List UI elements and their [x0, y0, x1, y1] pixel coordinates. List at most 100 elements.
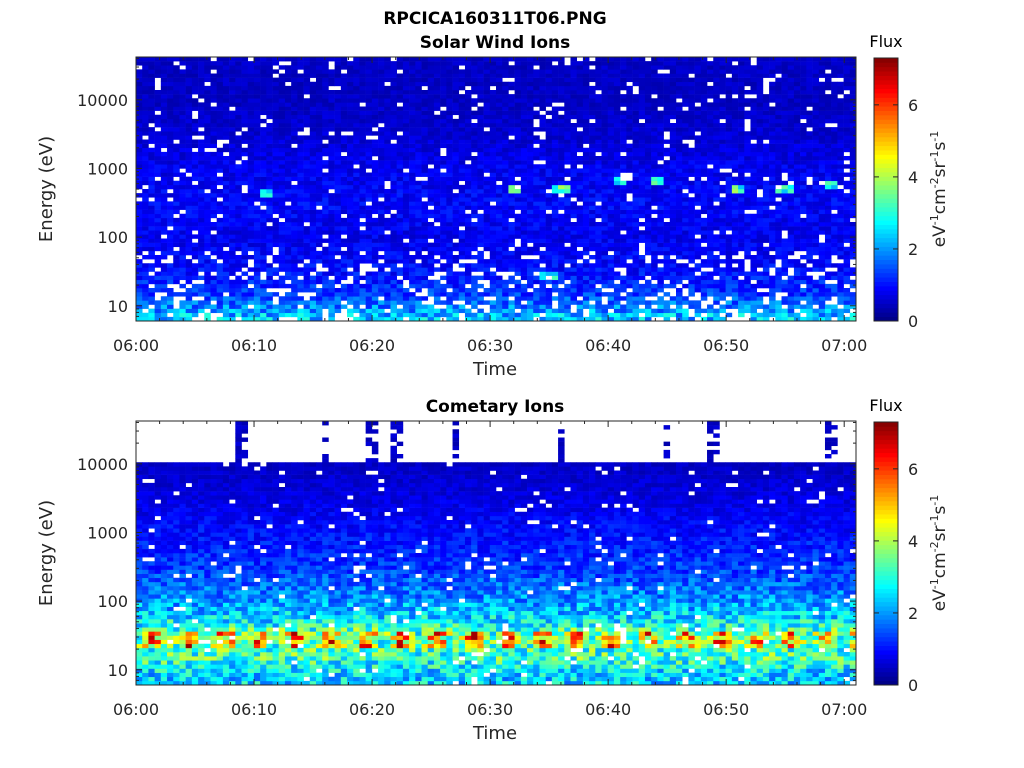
- heatmap-cell: [607, 193, 615, 198]
- heatmap-cell: [440, 81, 447, 87]
- heatmap-cell: [247, 85, 255, 91]
- heatmap-cell: [347, 110, 354, 116]
- heatmap-cell: [216, 118, 224, 124]
- heatmap-cell: [142, 77, 149, 83]
- heatmap-cell: [520, 259, 528, 264]
- heatmap-cell: [247, 267, 255, 272]
- heatmap-cell: [551, 77, 559, 83]
- heatmap-cell: [142, 94, 149, 99]
- heatmap-cell: [384, 238, 391, 243]
- heatmap-cell: [378, 193, 385, 198]
- heatmap-cell: [204, 255, 211, 260]
- heatmap-cell: [309, 156, 317, 161]
- heatmap-cell: [167, 164, 174, 169]
- heatmap-cell: [297, 61, 304, 66]
- heatmap-cell: [496, 61, 503, 66]
- heatmap-cell: [191, 85, 199, 91]
- heatmap-cell: [607, 242, 615, 248]
- heatmap-cell: [253, 168, 261, 173]
- heatmap-cell: [384, 106, 391, 111]
- heatmap-cell: [533, 267, 540, 272]
- heatmap-cell: [216, 168, 224, 173]
- heatmap-cell: [365, 147, 373, 153]
- heatmap-cell: [502, 61, 509, 66]
- heatmap-cell: [154, 234, 162, 239]
- heatmap-cell: [173, 201, 180, 206]
- heatmap-cell: [539, 279, 546, 285]
- heatmap-cell: [334, 205, 342, 210]
- heatmap-cell: [632, 123, 640, 128]
- heatmap-cell: [210, 98, 217, 103]
- heatmap-cell: [204, 267, 211, 272]
- heatmap-cell: [564, 230, 571, 235]
- heatmap-cell: [595, 238, 602, 243]
- heatmap-cell: [390, 172, 397, 177]
- heatmap-cell: [638, 288, 646, 293]
- heatmap-cell: [638, 98, 646, 103]
- heatmap-cell: [266, 131, 273, 136]
- heatmap-cell: [576, 73, 584, 78]
- heatmap-cell: [297, 316, 304, 322]
- heatmap-cell: [148, 217, 155, 223]
- heatmap-cell: [340, 242, 348, 248]
- heatmap-cell: [533, 184, 540, 190]
- heatmap-cell: [353, 106, 360, 111]
- heatmap-cell: [204, 296, 211, 301]
- heatmap-cell: [278, 65, 286, 70]
- heatmap-cell: [421, 226, 429, 231]
- heatmap-cell: [154, 263, 162, 268]
- heatmap-cell: [266, 69, 273, 74]
- heatmap-cell: [340, 135, 348, 140]
- heatmap-cell: [520, 143, 528, 149]
- heatmap-cell: [440, 127, 447, 132]
- heatmap-cell: [496, 201, 503, 206]
- heatmap-cell: [179, 201, 186, 206]
- heatmap-cell: [167, 81, 174, 87]
- heatmap-cell: [638, 234, 646, 239]
- heatmap-cell: [266, 234, 273, 239]
- heatmap-cell: [626, 106, 633, 111]
- heatmap-cell: [334, 94, 342, 99]
- heatmap-cell: [551, 184, 559, 190]
- heatmap-cell: [638, 65, 646, 70]
- heatmap-cell: [297, 259, 304, 264]
- heatmap-cell: [551, 139, 559, 144]
- heatmap-cell: [303, 168, 311, 173]
- heatmap-cell: [390, 102, 397, 107]
- heatmap-cell: [558, 81, 565, 87]
- heatmap-cell: [210, 106, 217, 111]
- heatmap-cell: [266, 143, 273, 149]
- heatmap-cell: [284, 110, 292, 116]
- heatmap-cell: [235, 57, 242, 62]
- heatmap-cell: [595, 131, 602, 136]
- heatmap-cell: [638, 201, 646, 206]
- heatmap-cell: [427, 308, 435, 314]
- heatmap-cell: [303, 271, 311, 276]
- heatmap-cell: [607, 184, 615, 190]
- heatmap-cell: [576, 135, 584, 140]
- heatmap-cell: [632, 230, 640, 235]
- heatmap-cell: [309, 110, 317, 116]
- heatmap-cell: [651, 184, 658, 190]
- heatmap-cell: [222, 114, 230, 120]
- heatmap-cell: [415, 139, 422, 144]
- heatmap-cell: [322, 65, 329, 70]
- heatmap-cell: [651, 143, 658, 149]
- heatmap-cell: [167, 238, 174, 243]
- heatmap-cell: [551, 213, 559, 219]
- heatmap-cell: [278, 131, 286, 136]
- heatmap-cell: [496, 147, 503, 153]
- heatmap-cell: [433, 267, 441, 272]
- heatmap-cell: [253, 160, 261, 165]
- heatmap-cell: [247, 316, 255, 322]
- heatmap-cell: [514, 77, 522, 83]
- heatmap-cell: [253, 230, 261, 235]
- heatmap-cell: [241, 73, 249, 78]
- heatmap-cell: [421, 156, 429, 161]
- heatmap-cell: [527, 94, 534, 99]
- heatmap-cell: [297, 73, 304, 78]
- heatmap-cell: [551, 106, 559, 111]
- heatmap-cell: [359, 127, 366, 132]
- heatmap-cell: [191, 98, 199, 103]
- heatmap-cell: [551, 308, 559, 314]
